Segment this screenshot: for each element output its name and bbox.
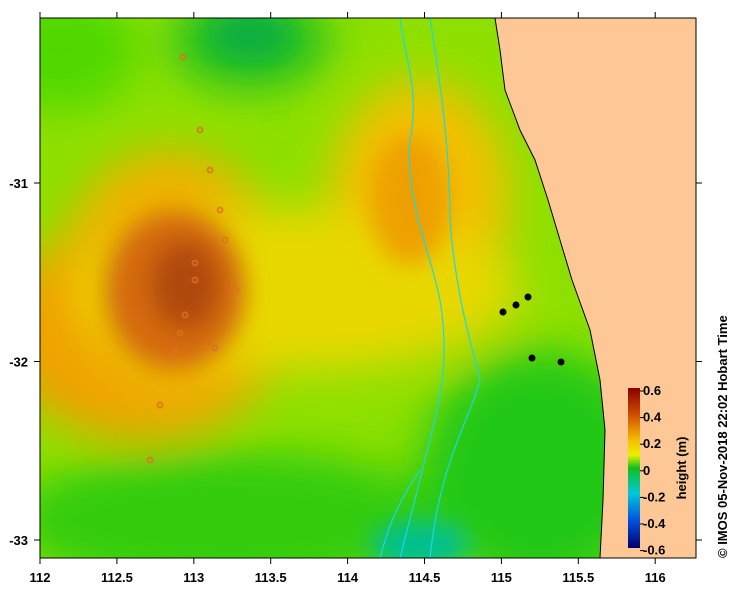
colorbar-ticks: 0.6 0.4 0.2 0 -0.2 -0.4 -0.6 [640,383,666,558]
colorbar-tick-label: -0.6 [643,543,665,558]
land [494,18,696,558]
x-tick-label: 115.5 [562,570,594,585]
x-tick-label: 112 [30,570,51,585]
y-tick-label: -31 [9,176,28,191]
x-tick-label: 114 [337,570,359,585]
y-axis: -31 -32 -33 [9,176,702,548]
x-tick-label: 116 [645,570,666,585]
x-tick-label: 113.5 [255,570,287,585]
x-axis: 112 112.5 113 113.5 114 114.5 115 115.5 116 [30,12,666,585]
drifter-track [146,53,240,464]
height-field [40,18,696,558]
colorbar-tick-label: -0.4 [643,516,666,531]
y-tick-label: -32 [9,355,28,370]
colorbar-tick-label: 0.6 [643,383,661,398]
x-tick-label: 115 [491,570,512,585]
colorbar-tick-label: 0.2 [643,436,661,451]
colorbar [628,388,640,548]
colorbar-tick-label: 0 [643,463,650,478]
observation-points [499,293,565,366]
y-tick-label: -33 [9,533,28,548]
x-tick-label: 113 [183,570,204,585]
credit-text: © IMOS 05-Nov-2018 22:02 Hobart Time [715,315,730,558]
x-tick-label: 114.5 [409,570,441,585]
plot-frame [39,17,697,559]
colorbar-tick-label: -0.2 [643,489,665,504]
colorbar-label: height (m) [674,437,689,500]
colorbar-tick-label: 0.4 [643,410,662,425]
x-tick-label: 112.5 [101,570,133,585]
